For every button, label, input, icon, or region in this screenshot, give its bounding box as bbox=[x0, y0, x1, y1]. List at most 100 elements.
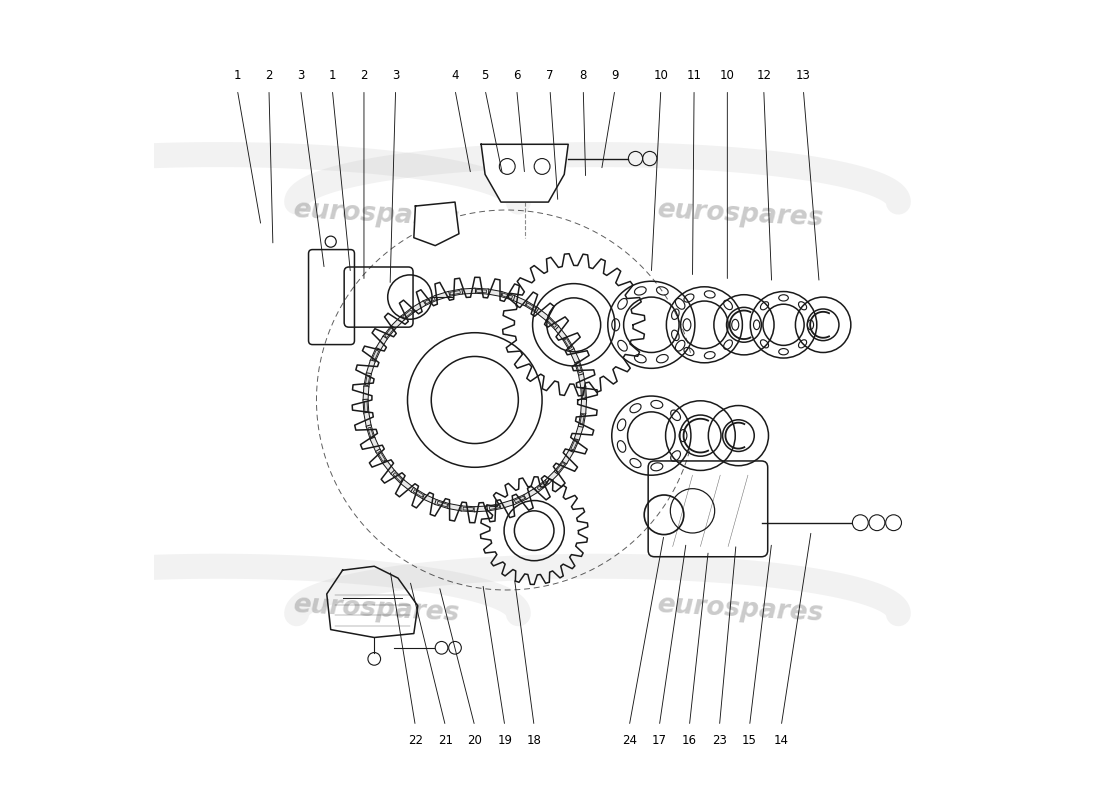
Bar bbox=[461, 288, 475, 294]
Bar bbox=[363, 386, 368, 401]
Bar bbox=[411, 301, 426, 313]
Text: 9: 9 bbox=[612, 69, 618, 82]
Text: 20: 20 bbox=[468, 734, 482, 747]
Bar bbox=[562, 449, 574, 464]
Bar bbox=[448, 289, 463, 297]
Bar bbox=[557, 462, 565, 472]
Text: 18: 18 bbox=[527, 734, 541, 747]
Bar bbox=[366, 360, 375, 375]
Bar bbox=[390, 470, 405, 484]
Bar bbox=[562, 336, 574, 351]
Text: 21: 21 bbox=[438, 734, 453, 747]
Bar bbox=[569, 347, 580, 363]
Bar bbox=[579, 373, 586, 388]
Text: 19: 19 bbox=[497, 734, 513, 747]
Bar bbox=[385, 328, 393, 338]
Bar bbox=[499, 291, 515, 301]
Text: 7: 7 bbox=[547, 69, 553, 82]
Bar bbox=[524, 301, 539, 313]
Text: 13: 13 bbox=[796, 69, 811, 82]
Bar bbox=[535, 308, 549, 321]
Text: 6: 6 bbox=[513, 69, 520, 82]
Bar bbox=[448, 503, 463, 511]
Bar bbox=[535, 479, 549, 492]
Polygon shape bbox=[481, 144, 569, 202]
Bar bbox=[554, 460, 568, 474]
Bar bbox=[580, 414, 584, 425]
Text: 12: 12 bbox=[757, 69, 771, 82]
Bar bbox=[574, 360, 583, 375]
Bar bbox=[463, 507, 473, 510]
Text: 2: 2 bbox=[265, 69, 273, 82]
Bar bbox=[363, 399, 368, 414]
Text: 24: 24 bbox=[621, 734, 637, 747]
Bar bbox=[411, 487, 426, 499]
Bar bbox=[524, 487, 539, 499]
Text: 3: 3 bbox=[297, 69, 305, 82]
Bar bbox=[461, 506, 475, 512]
Bar bbox=[526, 303, 537, 310]
Bar bbox=[377, 451, 385, 462]
Bar bbox=[474, 288, 488, 294]
Text: eurospares: eurospares bbox=[292, 593, 460, 627]
Bar bbox=[474, 506, 488, 512]
Bar bbox=[422, 295, 438, 306]
Bar bbox=[372, 350, 378, 361]
Bar bbox=[581, 386, 586, 401]
Text: 2: 2 bbox=[360, 69, 367, 82]
Text: 23: 23 bbox=[712, 734, 727, 747]
Text: 1: 1 bbox=[329, 69, 336, 82]
Text: 17: 17 bbox=[651, 734, 667, 747]
Bar bbox=[487, 503, 502, 511]
Text: 10: 10 bbox=[719, 69, 735, 82]
Bar bbox=[434, 291, 450, 301]
Text: 1: 1 bbox=[233, 69, 241, 82]
Bar bbox=[425, 298, 436, 304]
Text: 11: 11 bbox=[686, 69, 702, 82]
Bar bbox=[450, 290, 461, 295]
Text: 4: 4 bbox=[451, 69, 459, 82]
Polygon shape bbox=[414, 202, 459, 246]
Bar bbox=[582, 388, 585, 398]
Bar bbox=[375, 449, 387, 464]
Bar bbox=[512, 494, 527, 505]
Bar bbox=[569, 437, 580, 453]
Bar bbox=[364, 373, 372, 388]
Bar bbox=[383, 460, 395, 474]
Text: 22: 22 bbox=[408, 734, 422, 747]
Bar bbox=[490, 505, 499, 510]
Bar bbox=[400, 479, 415, 492]
Bar bbox=[515, 496, 525, 502]
Bar bbox=[544, 316, 559, 330]
Text: 15: 15 bbox=[742, 734, 757, 747]
Bar bbox=[364, 412, 372, 427]
Bar bbox=[476, 290, 486, 293]
Text: 16: 16 bbox=[682, 734, 696, 747]
Bar bbox=[437, 502, 448, 507]
Bar bbox=[554, 326, 568, 340]
Bar bbox=[544, 470, 559, 484]
Text: 5: 5 bbox=[482, 69, 488, 82]
Text: eurospares: eurospares bbox=[656, 197, 824, 231]
Bar bbox=[403, 310, 412, 318]
Bar bbox=[414, 490, 424, 497]
Bar bbox=[548, 318, 557, 327]
Text: 8: 8 bbox=[580, 69, 587, 82]
Bar bbox=[574, 425, 583, 440]
Bar bbox=[537, 482, 547, 490]
Text: 10: 10 bbox=[653, 69, 669, 82]
Bar bbox=[487, 289, 502, 297]
Bar bbox=[393, 473, 403, 482]
Text: 14: 14 bbox=[773, 734, 789, 747]
Text: eurospares: eurospares bbox=[292, 197, 460, 231]
Bar bbox=[502, 293, 513, 298]
Bar bbox=[364, 402, 367, 412]
Bar bbox=[576, 362, 582, 373]
Bar bbox=[581, 399, 586, 414]
Bar bbox=[370, 347, 381, 363]
Bar bbox=[434, 499, 450, 509]
Bar bbox=[400, 308, 415, 321]
Bar bbox=[579, 412, 586, 427]
Bar bbox=[499, 499, 515, 509]
Bar bbox=[564, 338, 572, 349]
